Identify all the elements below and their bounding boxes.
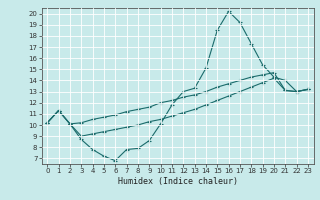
X-axis label: Humidex (Indice chaleur): Humidex (Indice chaleur)	[118, 177, 237, 186]
